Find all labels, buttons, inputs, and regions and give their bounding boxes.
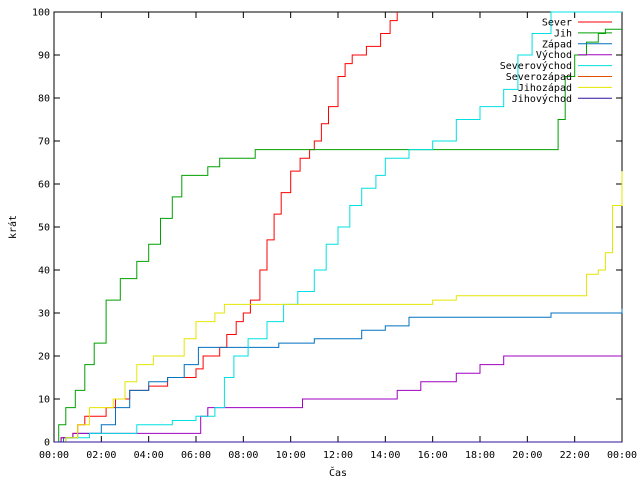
x-tick-label: 00:00 (39, 450, 69, 461)
x-axis: 00:00 02:00 04:00 06:00 08:00 10:00 12:00 14:00… (39, 12, 637, 461)
series-line-3 (54, 355, 622, 443)
y-tick-label: 90 (38, 51, 50, 62)
legend-label: Severozápad (506, 71, 572, 83)
y-tick-label: 40 (38, 266, 50, 277)
x-tick-label: 08:00 (228, 450, 258, 461)
series-line-4 (54, 11, 622, 443)
legend-label: Východ (536, 49, 572, 61)
y-tick-label: 30 (38, 309, 50, 320)
legend-label: Jih (554, 28, 572, 39)
x-tick-label: 00:00 (607, 450, 637, 461)
y-tick-label: 20 (38, 352, 50, 363)
x-tick-label: 20:00 (512, 450, 542, 461)
y-tick-label: 0 (44, 438, 50, 449)
y-tick-label: 50 (38, 223, 50, 234)
x-tick-label: 04:00 (134, 450, 164, 461)
x-tick-label: 06:00 (181, 450, 211, 461)
legend-label: Sever (542, 18, 572, 29)
y-tick-label: 60 (38, 180, 50, 191)
x-tick-label: 14:00 (370, 450, 400, 461)
series-line-2 (54, 308, 623, 443)
x-tick-label: 18:00 (465, 450, 495, 461)
y-axis-label: krát (7, 215, 19, 239)
legend-label: Jihozápad (518, 82, 572, 94)
series-lines (54, 11, 623, 443)
x-tick-label: 22:00 (560, 450, 590, 461)
legend-label: Západ (542, 38, 572, 50)
y-tick-label: 70 (38, 137, 50, 148)
series-line-1 (54, 28, 622, 443)
legend: SeverJihZápadVýchodSeverovýchodSeverozáp… (500, 18, 612, 105)
legend-label: Severovýchod (500, 60, 572, 72)
y-tick-label: 80 (38, 94, 50, 105)
series-line-6 (54, 171, 623, 443)
y-tick-label: 10 (38, 395, 50, 406)
x-tick-label: 02:00 (86, 450, 116, 461)
x-tick-label: 16:00 (418, 450, 448, 461)
x-tick-label: 12:00 (323, 450, 353, 461)
x-tick-label: 10:00 (276, 450, 306, 461)
legend-label: Jihovýchod (512, 93, 572, 105)
x-axis-label: Čas (329, 466, 347, 479)
series-line-0 (54, 12, 398, 443)
y-tick-label: 100 (32, 8, 50, 19)
